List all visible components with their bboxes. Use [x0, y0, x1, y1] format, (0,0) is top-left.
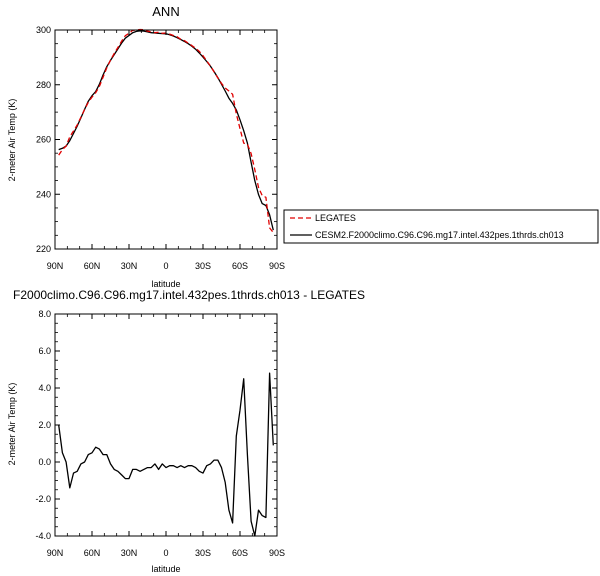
legend-box: [283, 209, 599, 244]
top-chart-panel: ANN 2-meter Air Temp (K) latitude 90N 60N…: [7, 4, 599, 289]
chart0-plot-frame: [54, 29, 278, 250]
chart1-y-tick-label-5: 6.0: [38, 346, 51, 356]
chart1-x-tick-label-2: 30N: [121, 548, 138, 558]
chart1-x-tick-label-5: 60S: [232, 548, 248, 558]
chart1-x-tick-label-3: 0: [163, 548, 168, 558]
chart1-y-tick-label-4: 4.0: [38, 383, 51, 393]
bottom-chart-y-axis-label: 2-meter Air Temp (K): [7, 383, 17, 466]
top-chart-plot-area: 90N 60N 30N 0 30S 60S 90S 220 240 260 280 300: [36, 25, 285, 271]
chart1-series-line-0: [58, 372, 274, 537]
chart0-series-line-1: [58, 28, 274, 234]
chart0-x-tick-label-5: 60S: [232, 261, 248, 271]
chart0-y-tick-label-0: 220: [36, 244, 51, 254]
bottom-chart-plot-area: 90N 60N 30N 0 30S 60S 90S -4.0 -2.0 0.0 2.0 4.0 6.0 8…: [35, 309, 285, 558]
chart0-y-tick-label-3: 280: [36, 80, 51, 90]
chart1-x-tick-label-6: 90S: [269, 548, 285, 558]
chart1-y-tick-label-1: -2.0: [35, 494, 51, 504]
bottom-chart-x-axis-label: latitude: [151, 564, 180, 574]
legend-label-legates: LEGATES: [315, 213, 356, 223]
chart1-x-tick-label-0: 90N: [47, 548, 64, 558]
legend-label-cesm2: CESM2.F2000climo.C96.C96.mg17.intel.432p…: [315, 230, 564, 240]
chart1-y-tick-label-2: 0.0: [38, 457, 51, 467]
chart0-x-tick-label-0: 90N: [47, 261, 64, 271]
chart1-x-tick-label-1: 60N: [84, 548, 101, 558]
top-chart-x-axis-label: latitude: [151, 279, 180, 289]
chart1-y-tick-label-0: -4.0: [35, 531, 51, 541]
top-chart-title: ANN: [152, 4, 179, 19]
chart0-x-tick-label-4: 30S: [195, 261, 211, 271]
chart1-plot-frame: [54, 313, 278, 537]
chart0-x-tick-label-3: 0: [163, 261, 168, 271]
bottom-chart-title: F2000climo.C96.C96.mg17.intel.432pes.1th…: [13, 288, 365, 302]
chart0-series-line-0: [58, 30, 274, 231]
chart0-y-tick-label-4: 300: [36, 25, 51, 35]
chart0-x-tick-label-6: 90S: [269, 261, 285, 271]
top-chart-y-axis-label: 2-meter Air Temp (K): [7, 99, 17, 182]
chart0-x-tick-label-1: 60N: [84, 261, 101, 271]
chart1-y-tick-label-6: 8.0: [38, 309, 51, 319]
chart0-x-tick-label-2: 30N: [121, 261, 138, 271]
chart0-y-tick-label-2: 260: [36, 135, 51, 145]
chart1-x-tick-label-4: 30S: [195, 548, 211, 558]
chart1-y-tick-label-3: 2.0: [38, 420, 51, 430]
chart0-y-tick-label-1: 240: [36, 189, 51, 199]
top-chart-legend: LEGATES CESM2.F2000climo.C96.C96.mg17.in…: [283, 209, 599, 244]
bottom-chart-panel: F2000climo.C96.C96.mg17.intel.432pes.1th…: [7, 288, 365, 574]
